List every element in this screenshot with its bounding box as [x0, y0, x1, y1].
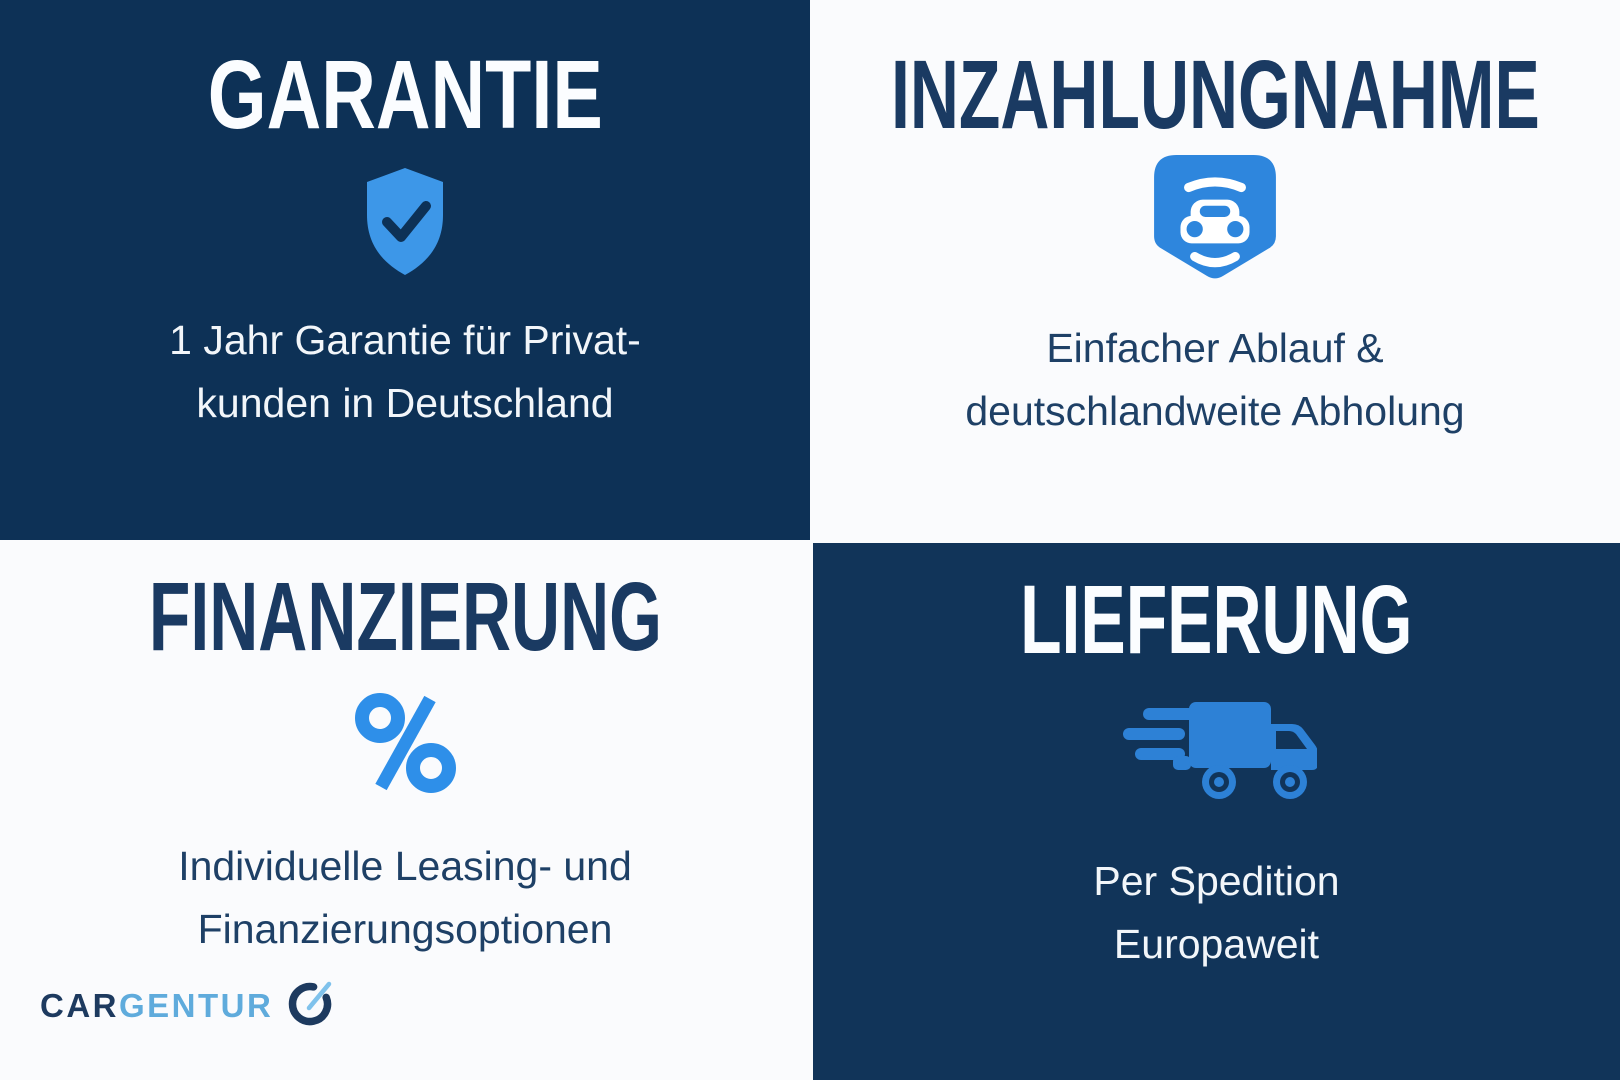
cargentur-c-icon — [286, 977, 336, 1034]
lieferung-description: Per Spedition Europaweit — [1093, 850, 1339, 976]
logo-text-car: CAR — [40, 987, 119, 1024]
inzahlungnahme-title: INZAHLUNGNAHME — [890, 40, 1540, 149]
logo-text-gentur: GENTUR — [119, 987, 274, 1024]
percent-icon — [349, 687, 461, 799]
quadrant-finanzierung: FINANZIERUNG Individuelle Leasing- und F… — [0, 540, 810, 1080]
garantie-title: GARANTIE — [207, 40, 603, 149]
lieferung-title: LIEFERUNG — [1020, 565, 1413, 674]
finanzierung-description: Individuelle Leasing- und Finanzierungso… — [178, 835, 632, 961]
garantie-line-2: kunden in Deutschland — [196, 380, 614, 426]
cargentur-wordmark: CARGENTUR — [40, 989, 273, 1022]
inzahlungnahme-line-1: Einfacher Ablauf & — [1046, 325, 1384, 371]
truck-icon — [1117, 694, 1317, 806]
cargentur-logo: CARGENTUR — [40, 977, 336, 1034]
car-badge-icon — [1154, 155, 1276, 287]
inzahlungnahme-description: Einfacher Ablauf & deutschlandweite Abho… — [965, 317, 1464, 443]
quadrant-garantie: GARANTIE 1 Jahr Garantie für Privat- kun… — [0, 0, 810, 540]
finanzierung-title: FINANZIERUNG — [148, 562, 662, 671]
lieferung-line-1: Per Spedition — [1093, 858, 1340, 904]
shield-check-icon — [355, 165, 455, 279]
garantie-line-1: 1 Jahr Garantie für Privat- — [169, 317, 641, 363]
quadrant-lieferung: LIEFERUNG Per Spedition Europaweit — [810, 540, 1620, 1080]
garantie-description: 1 Jahr Garantie für Privat- kunden in De… — [169, 309, 641, 435]
inzahlungnahme-line-2: deutschlandweite Abholung — [965, 388, 1465, 434]
quadrant-inzahlungnahme: INZAHLUNGNAHME Einfacher Ablauf & deutsc… — [810, 0, 1620, 540]
lieferung-line-2: Europaweit — [1113, 921, 1320, 967]
finanzierung-line-2: Finanzierungsoptionen — [197, 906, 613, 952]
finanzierung-line-1: Individuelle Leasing- und — [178, 843, 632, 889]
